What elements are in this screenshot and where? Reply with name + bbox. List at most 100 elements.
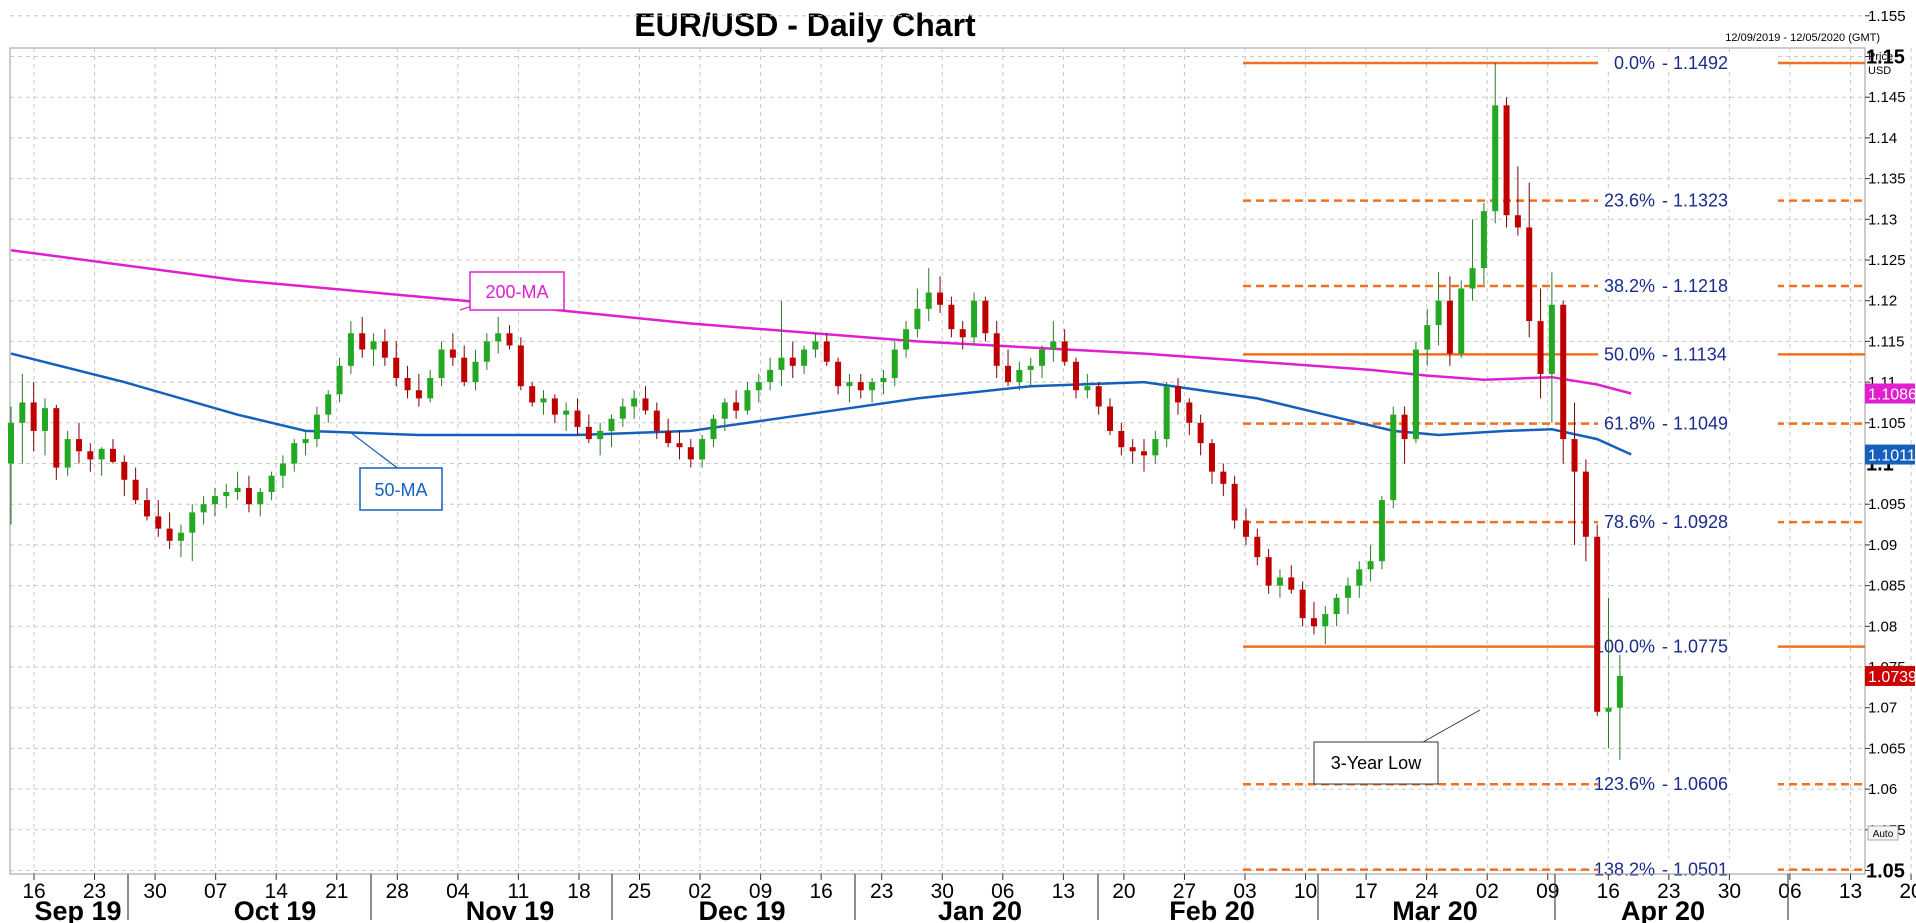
candle-body [313,414,320,440]
candle-body [8,422,14,464]
candle-body [767,369,774,383]
fib-value-label: - 1.1323 [1662,191,1728,211]
candle-down [1242,508,1249,545]
price-marker-label: 1.1011 [1868,448,1916,465]
auto-button[interactable] [1867,825,1899,841]
low-label-box [1313,741,1439,785]
candle-body [1605,707,1612,712]
candle-body [608,418,615,431]
chart-title: EUR/USD - Daily Chart [634,7,976,43]
y-tick-label: 1.155 [1868,8,1906,25]
candle-up [211,487,218,517]
candle-body [291,443,298,464]
candle-down [585,414,592,444]
candle-body [1220,471,1227,484]
fib-percent-label: 138.2% [1594,860,1655,880]
candle-up [1435,272,1442,346]
candle-body [472,361,479,383]
candle-down [1231,475,1238,529]
candle-body [835,361,842,387]
candle-body [801,349,808,366]
candle-down [449,333,456,366]
fib-value-label: - 1.1492 [1662,53,1728,73]
candle-down [1594,524,1601,716]
candle-body [665,430,672,444]
x-month-label: Apr 20 [1621,896,1705,923]
candle-up [699,435,706,468]
candle-up [721,398,728,431]
price-marker-box [1865,665,1915,686]
candle-body [336,365,343,395]
candle-body [914,308,921,330]
candle-body [1084,386,1091,391]
candle-up [631,390,638,419]
y-tick-label: 1.15 [1866,47,1905,69]
fib-label-bg [1598,635,1778,656]
candle-body [982,300,989,334]
candle-body [1299,589,1306,619]
candle-up [903,321,910,358]
candle-down [1197,414,1204,456]
candle-body [1435,300,1442,326]
x-day-label: 23 [870,880,893,903]
candle-body [846,382,853,387]
candle-body [1594,536,1601,712]
candle-body [302,439,309,444]
candle-body [132,479,139,501]
candle-body [1548,304,1555,374]
candle-body [155,516,162,529]
candle-body [1333,597,1340,615]
x-day-label: 13 [1839,880,1862,903]
candle-up [325,390,332,423]
candle-body [1537,321,1544,374]
candle-down [404,365,411,399]
y-tick-label: 1.12 [1868,293,1897,310]
fib-label-bg [1598,511,1778,532]
x-day-label: 30 [143,880,166,903]
candle-body [721,402,728,419]
candle-body [1005,365,1012,383]
candle-up [891,341,898,387]
candle-up [370,333,377,366]
candle-up [177,524,184,558]
price-marker-label: 1.0739 [1868,669,1916,686]
x-day-label: 20 [1112,880,1135,903]
x-day-label: 30 [1718,880,1741,903]
candle-down [937,276,944,313]
x-day-label: 11 [507,880,529,903]
candle-body [1027,365,1034,370]
gridlines [10,15,1912,874]
candle-body [415,390,422,399]
x-month-label: Dec 19 [698,896,785,923]
fib-value-label: - 1.1218 [1662,276,1728,296]
candle-body [1526,227,1533,322]
candle-down [381,329,388,366]
candle-body [1265,557,1272,586]
fib-label-bg [1598,275,1778,296]
x-month-label: Feb 20 [1169,896,1255,923]
candle-body [1503,105,1510,216]
candle-down [1118,422,1125,456]
candle-down [1220,463,1227,497]
candle-body [1412,349,1419,440]
candle-body [359,333,366,350]
x-day-label: 07 [204,880,227,903]
candle-down [1073,357,1080,399]
candle-body [506,333,513,346]
candle-up [1367,544,1374,582]
candle-up [223,483,230,509]
candle-down [155,500,162,537]
candle-body [427,378,434,399]
x-month-label: Jan 20 [938,896,1022,923]
candle-up [1548,272,1555,423]
candle-body [1514,215,1521,228]
candle-body [903,329,910,350]
ma200-label: 200-MA [485,282,548,302]
x-day-label: 06 [1778,880,1801,903]
candle-body [1582,471,1589,537]
x-month-label: Sep 19 [34,896,121,923]
candle-down [53,404,60,480]
candle-body [812,341,819,350]
price-marker-box [1865,444,1915,465]
candle-body [1367,561,1374,570]
